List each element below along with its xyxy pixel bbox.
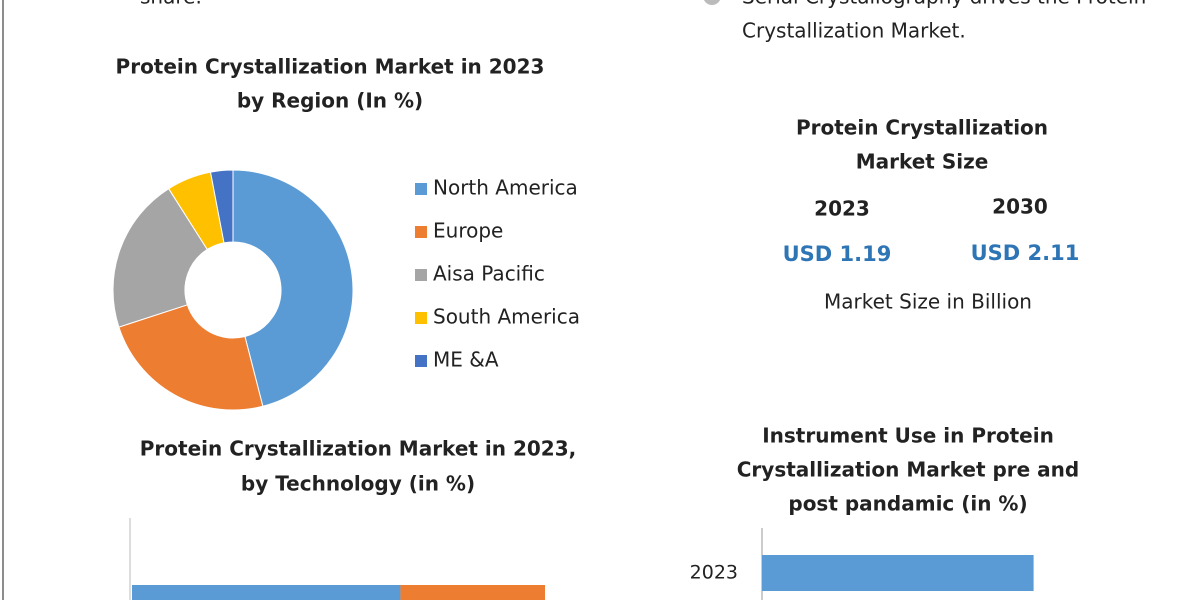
bar [762,555,1034,591]
legend-swatch [415,269,427,281]
donut-segment [209,169,234,244]
legend-swatch [415,355,427,367]
year-label: 2030 [992,195,1048,219]
bullet-icon [703,0,721,5]
bar-segment [132,585,401,600]
legend-swatch [415,312,427,324]
chart-title: by Technology (in %) [241,472,475,496]
chart-title: Protein Crystallization Market in 2023, [140,437,576,461]
legend-swatch [415,226,427,238]
chart-title: Protein Crystallization Market in 2023 [116,55,545,79]
y-tick-label: 2023 [690,562,738,584]
market-value: USD 2.11 [971,241,1080,265]
legend-label: Aisa Pacific [433,262,545,286]
donut-segment [112,187,208,328]
chart-title: Crystallization Market pre and [737,458,1079,482]
chart-title: Instrument Use in Protein [762,424,1054,448]
section-title: Protein Crystallization [796,116,1048,140]
cropped-text: share. [140,0,202,9]
legend-label: Europe [433,219,503,243]
chart-title: post pandamic (in %) [788,492,1027,516]
donut-segment [232,169,354,407]
donut-segment [118,304,264,411]
legend-label: North America [433,176,578,200]
bar-segment [400,585,545,600]
chart-title: by Region (In %) [237,89,423,113]
market-value: USD 1.19 [783,242,892,266]
legend-label: South America [433,305,580,329]
year-label: 2023 [814,197,870,221]
note: Market Size in Billion [824,290,1032,314]
legend-label: ME &A [433,348,499,372]
body-text: Crystallization Market. [742,19,966,43]
cropped-text: Serial Crystallography drives the Protei… [742,0,1146,9]
legend-swatch [415,183,427,195]
section-title: Market Size [856,150,989,174]
